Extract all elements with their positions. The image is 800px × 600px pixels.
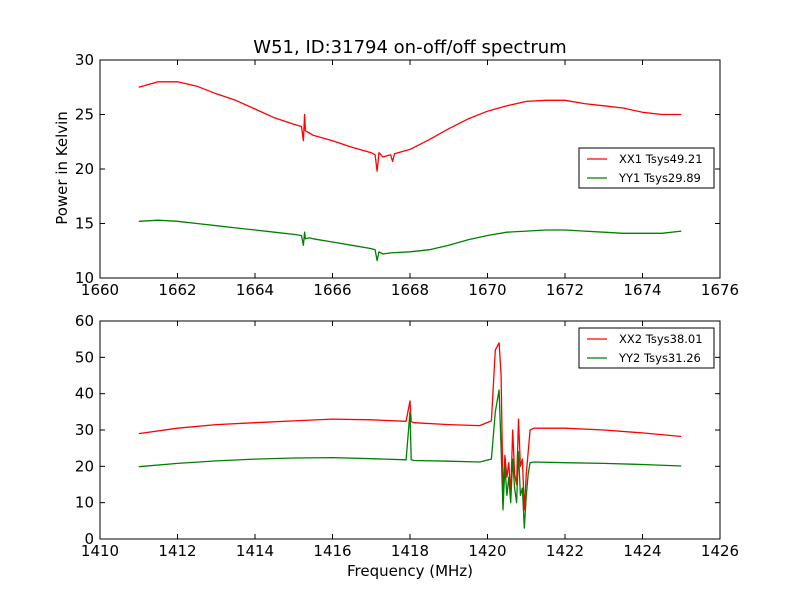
legend-box [578, 147, 715, 189]
legend-label: XX1 Tsys49.21 [619, 152, 703, 166]
x-tick-label: 1668 [391, 281, 429, 299]
x-tick-label: 1662 [158, 281, 196, 299]
x-tick-label: 1412 [158, 542, 196, 560]
legend-label: XX2 Tsys38.01 [619, 332, 703, 346]
y-tick-label: 20 [75, 160, 94, 178]
legend-label: YY1 Tsys29.89 [618, 171, 701, 185]
x-tick-label: 1422 [546, 542, 584, 560]
x-tick-label: 1426 [701, 542, 739, 560]
legend: XX1 Tsys49.21 YY1 Tsys29.89 [578, 147, 715, 189]
x-tick-label: 1672 [546, 281, 584, 299]
series-line-yy1-tsys29-89 [138, 219, 682, 262]
x-tick-label: 1666 [313, 281, 351, 299]
x-tick-label: 1418 [391, 542, 429, 560]
legend-label: YY2 Tsys31.26 [618, 351, 701, 365]
y-tick-label: 10 [75, 494, 94, 512]
x-axis-label: Frequency (MHz) [347, 562, 473, 580]
y-tick-label: 20 [75, 457, 94, 475]
series-line-xx2-tsys38-01 [138, 342, 682, 511]
x-tick-label: 1414 [236, 542, 274, 560]
x-tick-label: 1410 [81, 542, 119, 560]
y-tick-label: 30 [75, 421, 94, 439]
x-tick-label: 1664 [236, 281, 274, 299]
y-tick-label: 25 [75, 106, 94, 124]
y-tick-label: 30 [75, 51, 94, 69]
series-line-xx1-tsys49-21 [138, 81, 682, 172]
y-tick-label: 60 [75, 312, 94, 330]
figure-title: W51, ID:31794 on-off/off spectrum [253, 37, 566, 58]
series-line-yy2-tsys31-26 [138, 389, 682, 529]
y-tick-label: 10 [75, 269, 94, 287]
legend-box [578, 327, 715, 369]
y-axis-label: Power in Kelvin [53, 111, 71, 225]
legend: XX2 Tsys38.01 YY2 Tsys31.26 [578, 327, 715, 369]
top-spectrum-panel: 1660 1662 1664 1666 1668 1670 1672 1674 1676 10 15… [75, 51, 739, 299]
y-tick-label: 50 [75, 348, 94, 366]
y-tick-label: 15 [75, 215, 94, 233]
x-tick-label: 1420 [468, 542, 506, 560]
x-tick-label: 1424 [623, 542, 661, 560]
y-tick-label: 0 [84, 530, 94, 548]
x-tick-label: 1416 [313, 542, 351, 560]
x-tick-label: 1676 [701, 281, 739, 299]
x-tick-label: 1660 [81, 281, 119, 299]
bottom-spectrum-panel: 1410 1412 1414 1416 1418 1420 1422 1424 1426 0 10 2… [75, 312, 739, 560]
x-tick-label: 1674 [623, 281, 661, 299]
y-tick-label: 40 [75, 385, 94, 403]
x-tick-label: 1670 [468, 281, 506, 299]
